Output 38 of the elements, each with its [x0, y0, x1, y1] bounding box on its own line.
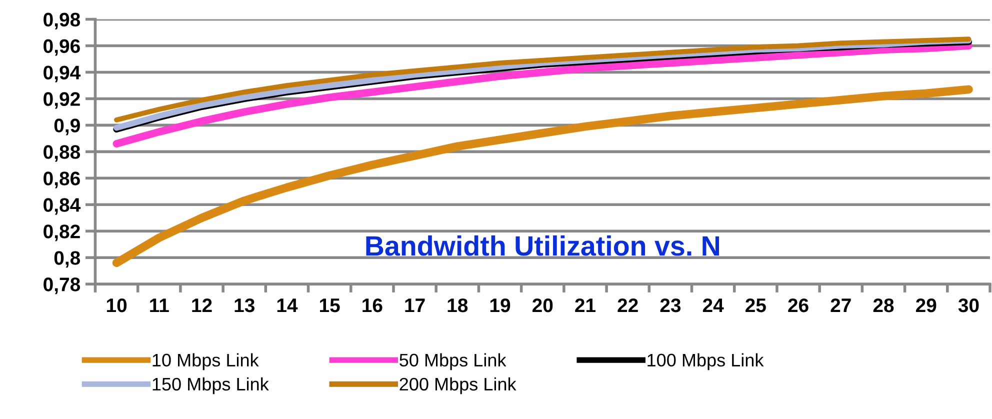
- x-tick-label: 29: [916, 298, 936, 312]
- legend-label: 50 Mbps Link: [400, 353, 506, 370]
- y-tick-label: 0,96: [44, 39, 80, 56]
- y-tick-label: 0,9: [54, 118, 80, 136]
- x-tick-label: 27: [830, 298, 851, 312]
- x-tick-label: 23: [660, 298, 681, 312]
- y-tick-label: 0,92: [44, 92, 80, 109]
- x-tick-label: 24: [702, 298, 724, 312]
- y-tick-label: 0,88: [44, 145, 80, 162]
- legend-label: 100 Mbps Link: [648, 353, 764, 370]
- x-tick-label: 12: [192, 298, 212, 312]
- y-tick-label: 0,98: [44, 12, 80, 30]
- x-tick-label: 25: [746, 298, 766, 312]
- legend-label: 150 Mbps Link: [152, 377, 269, 394]
- x-tick-label: 15: [320, 298, 340, 312]
- x-tick-label: 13: [234, 298, 254, 312]
- x-tick-label: 18: [448, 298, 468, 312]
- y-tick-label: 0,84: [44, 198, 81, 215]
- legend-label: 10 Mbps Link: [152, 353, 259, 370]
- y-tick-label: 0,86: [44, 172, 80, 188]
- x-tick-label: 10: [106, 298, 127, 312]
- x-tick-label: 14: [277, 298, 298, 312]
- y-tick-label: 0,94: [44, 66, 81, 82]
- x-tick-label: 30: [958, 298, 979, 312]
- y-tick-label: 0,82: [44, 224, 80, 242]
- x-tick-label: 11: [150, 298, 169, 312]
- x-tick-label: 28: [873, 298, 894, 312]
- x-tick-label: 26: [788, 298, 808, 312]
- y-tick-label: 0,8: [54, 251, 80, 268]
- y-tick-label: 0,78: [44, 278, 80, 294]
- x-tick-label: 19: [490, 298, 510, 312]
- legend-label: 200 Mbps Link: [400, 377, 516, 394]
- x-tick-label: 17: [405, 298, 425, 312]
- x-tick-label: 16: [362, 298, 382, 312]
- x-tick-label: 20: [532, 298, 553, 312]
- x-tick-label: 21: [575, 298, 596, 312]
- x-tick-label: 22: [618, 298, 638, 312]
- annotation: Bandwidth Utilization vs. N: [366, 235, 720, 256]
